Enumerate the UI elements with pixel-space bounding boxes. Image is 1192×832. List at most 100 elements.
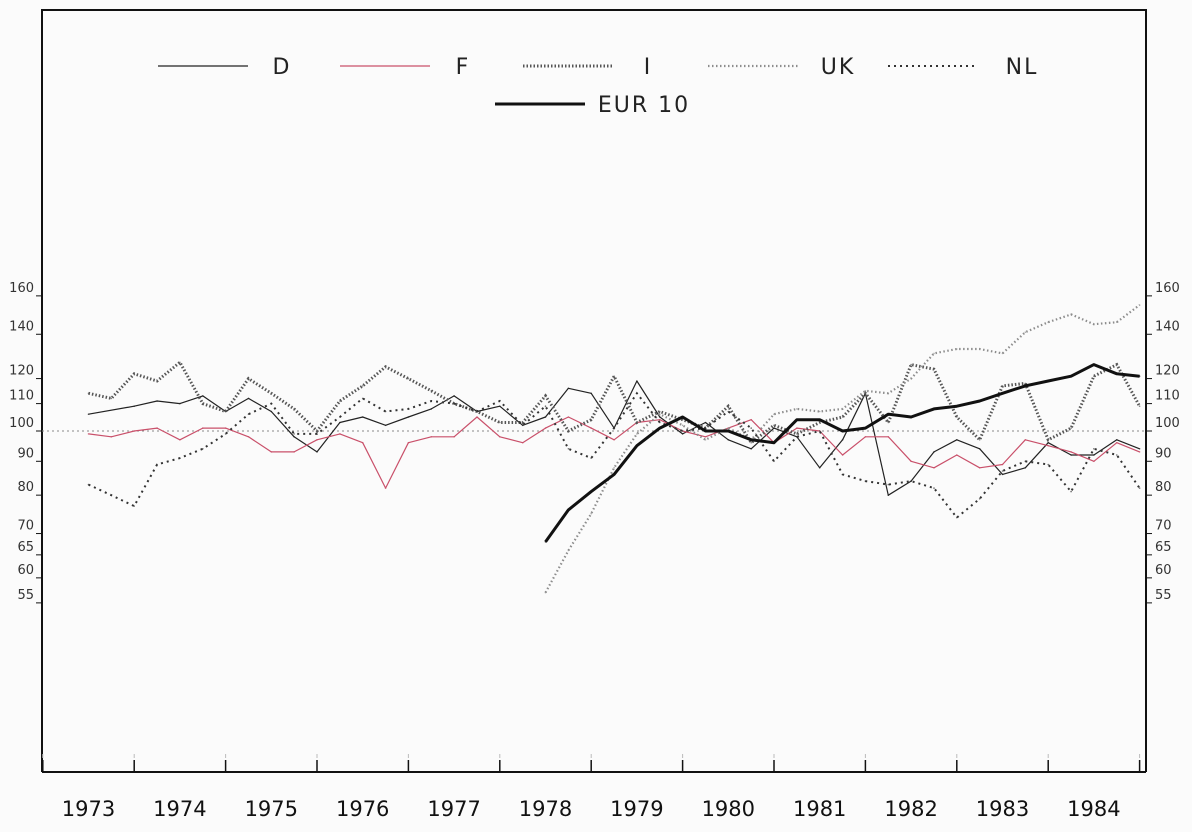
data-point-d (841, 439, 844, 441)
y-tick-label-right: 90 (1155, 446, 1172, 461)
data-point-nl (841, 473, 844, 476)
data-point-i (1138, 405, 1141, 408)
data-point-i (384, 366, 387, 368)
data-point-d (361, 416, 364, 418)
data-point-f (293, 451, 295, 453)
data-point-i (202, 402, 204, 405)
x-tick-label: 1982 (884, 797, 937, 821)
data-point-d (956, 439, 958, 441)
data-point-i (407, 377, 410, 380)
data-point-nl (179, 457, 181, 459)
data-point-nl (316, 433, 318, 435)
data-point-eur-10 (887, 413, 890, 416)
data-point-uk (590, 512, 592, 515)
data-point-uk (1070, 313, 1072, 316)
data-point-i (1047, 439, 1049, 441)
y-tick-label-right: 70 (1155, 519, 1172, 534)
data-point-nl (544, 405, 547, 408)
data-point-d (750, 448, 752, 450)
data-point-f (978, 467, 981, 469)
data-point-uk (613, 467, 615, 469)
data-point-f (910, 460, 912, 463)
data-point-nl (659, 421, 661, 424)
y-tick-label-left: 140 (9, 319, 34, 334)
data-point-uk (933, 352, 935, 355)
y-tick-label-left: 100 (9, 416, 34, 431)
x-tick-label: 1984 (1067, 797, 1120, 821)
data-point-i (544, 395, 547, 397)
data-point-f (430, 436, 433, 438)
data-point-d (1093, 454, 1095, 456)
data-point-f (156, 427, 158, 429)
data-point-d (453, 395, 455, 397)
data-point-uk (704, 439, 707, 441)
data-point-i (316, 430, 318, 432)
data-point-nl (796, 436, 798, 438)
data-point-nl (1047, 463, 1049, 466)
data-point-eur-10 (818, 418, 821, 421)
y-tick-label-right: 55 (1155, 588, 1172, 603)
data-point-f (1138, 451, 1141, 453)
data-point-i (430, 390, 433, 392)
data-point-nl (933, 487, 935, 489)
data-point-d (407, 416, 410, 418)
data-point-f (796, 427, 798, 429)
data-point-f (407, 441, 410, 444)
data-point-i (956, 416, 958, 418)
x-tick-label: 1977 (427, 797, 480, 821)
y-tick-label-left: 65 (17, 540, 34, 555)
data-point-f (476, 416, 478, 418)
data-point-d (1138, 448, 1141, 450)
data-point-d (1001, 473, 1004, 476)
data-point-nl (87, 483, 90, 486)
x-tick-label: 1979 (610, 797, 663, 821)
data-point-d (933, 451, 935, 453)
data-point-eur-10 (750, 439, 752, 441)
data-point-i (841, 416, 844, 418)
data-point-d (1047, 441, 1049, 444)
data-point-f (384, 487, 387, 489)
data-point-i (818, 421, 821, 424)
y-tick-label-left: 120 (9, 364, 34, 379)
data-point-i (87, 392, 90, 395)
data-point-f (1070, 451, 1072, 453)
data-point-i (750, 441, 752, 444)
data-point-nl (1138, 487, 1141, 489)
data-point-d (681, 433, 684, 435)
data-point-d (773, 427, 775, 429)
data-point-eur-10 (1116, 373, 1118, 375)
data-point-d (887, 494, 890, 497)
x-tick-label: 1978 (519, 797, 572, 821)
data-point-d (590, 392, 592, 395)
data-point-eur-10 (613, 473, 615, 476)
data-point-nl (293, 433, 295, 435)
data-point-d (430, 408, 433, 410)
data-point-i (521, 421, 524, 424)
data-point-f (704, 436, 707, 438)
data-point-eur-10 (681, 416, 684, 418)
data-point-i (361, 385, 364, 387)
data-point-d (544, 416, 547, 418)
data-point-eur-10 (773, 441, 775, 444)
y-tick-label-left: 60 (17, 563, 34, 578)
data-point-nl (133, 505, 135, 507)
data-point-d (727, 439, 730, 441)
data-point-i (567, 430, 570, 432)
data-point-i (110, 397, 113, 400)
data-point-f (590, 427, 592, 429)
data-point-uk (818, 410, 821, 413)
data-point-nl (864, 480, 867, 482)
data-point-i (293, 408, 295, 410)
data-point-d (87, 413, 90, 416)
data-point-f (202, 427, 204, 429)
data-point-i (681, 418, 684, 421)
data-point-nl (224, 433, 227, 435)
data-point-i (910, 363, 912, 366)
data-point-uk (659, 413, 661, 416)
data-point-i (864, 392, 867, 395)
data-point-uk (910, 377, 912, 380)
data-point-eur-10 (567, 509, 570, 511)
data-point-eur-10 (1138, 375, 1141, 378)
data-point-d (179, 402, 181, 405)
